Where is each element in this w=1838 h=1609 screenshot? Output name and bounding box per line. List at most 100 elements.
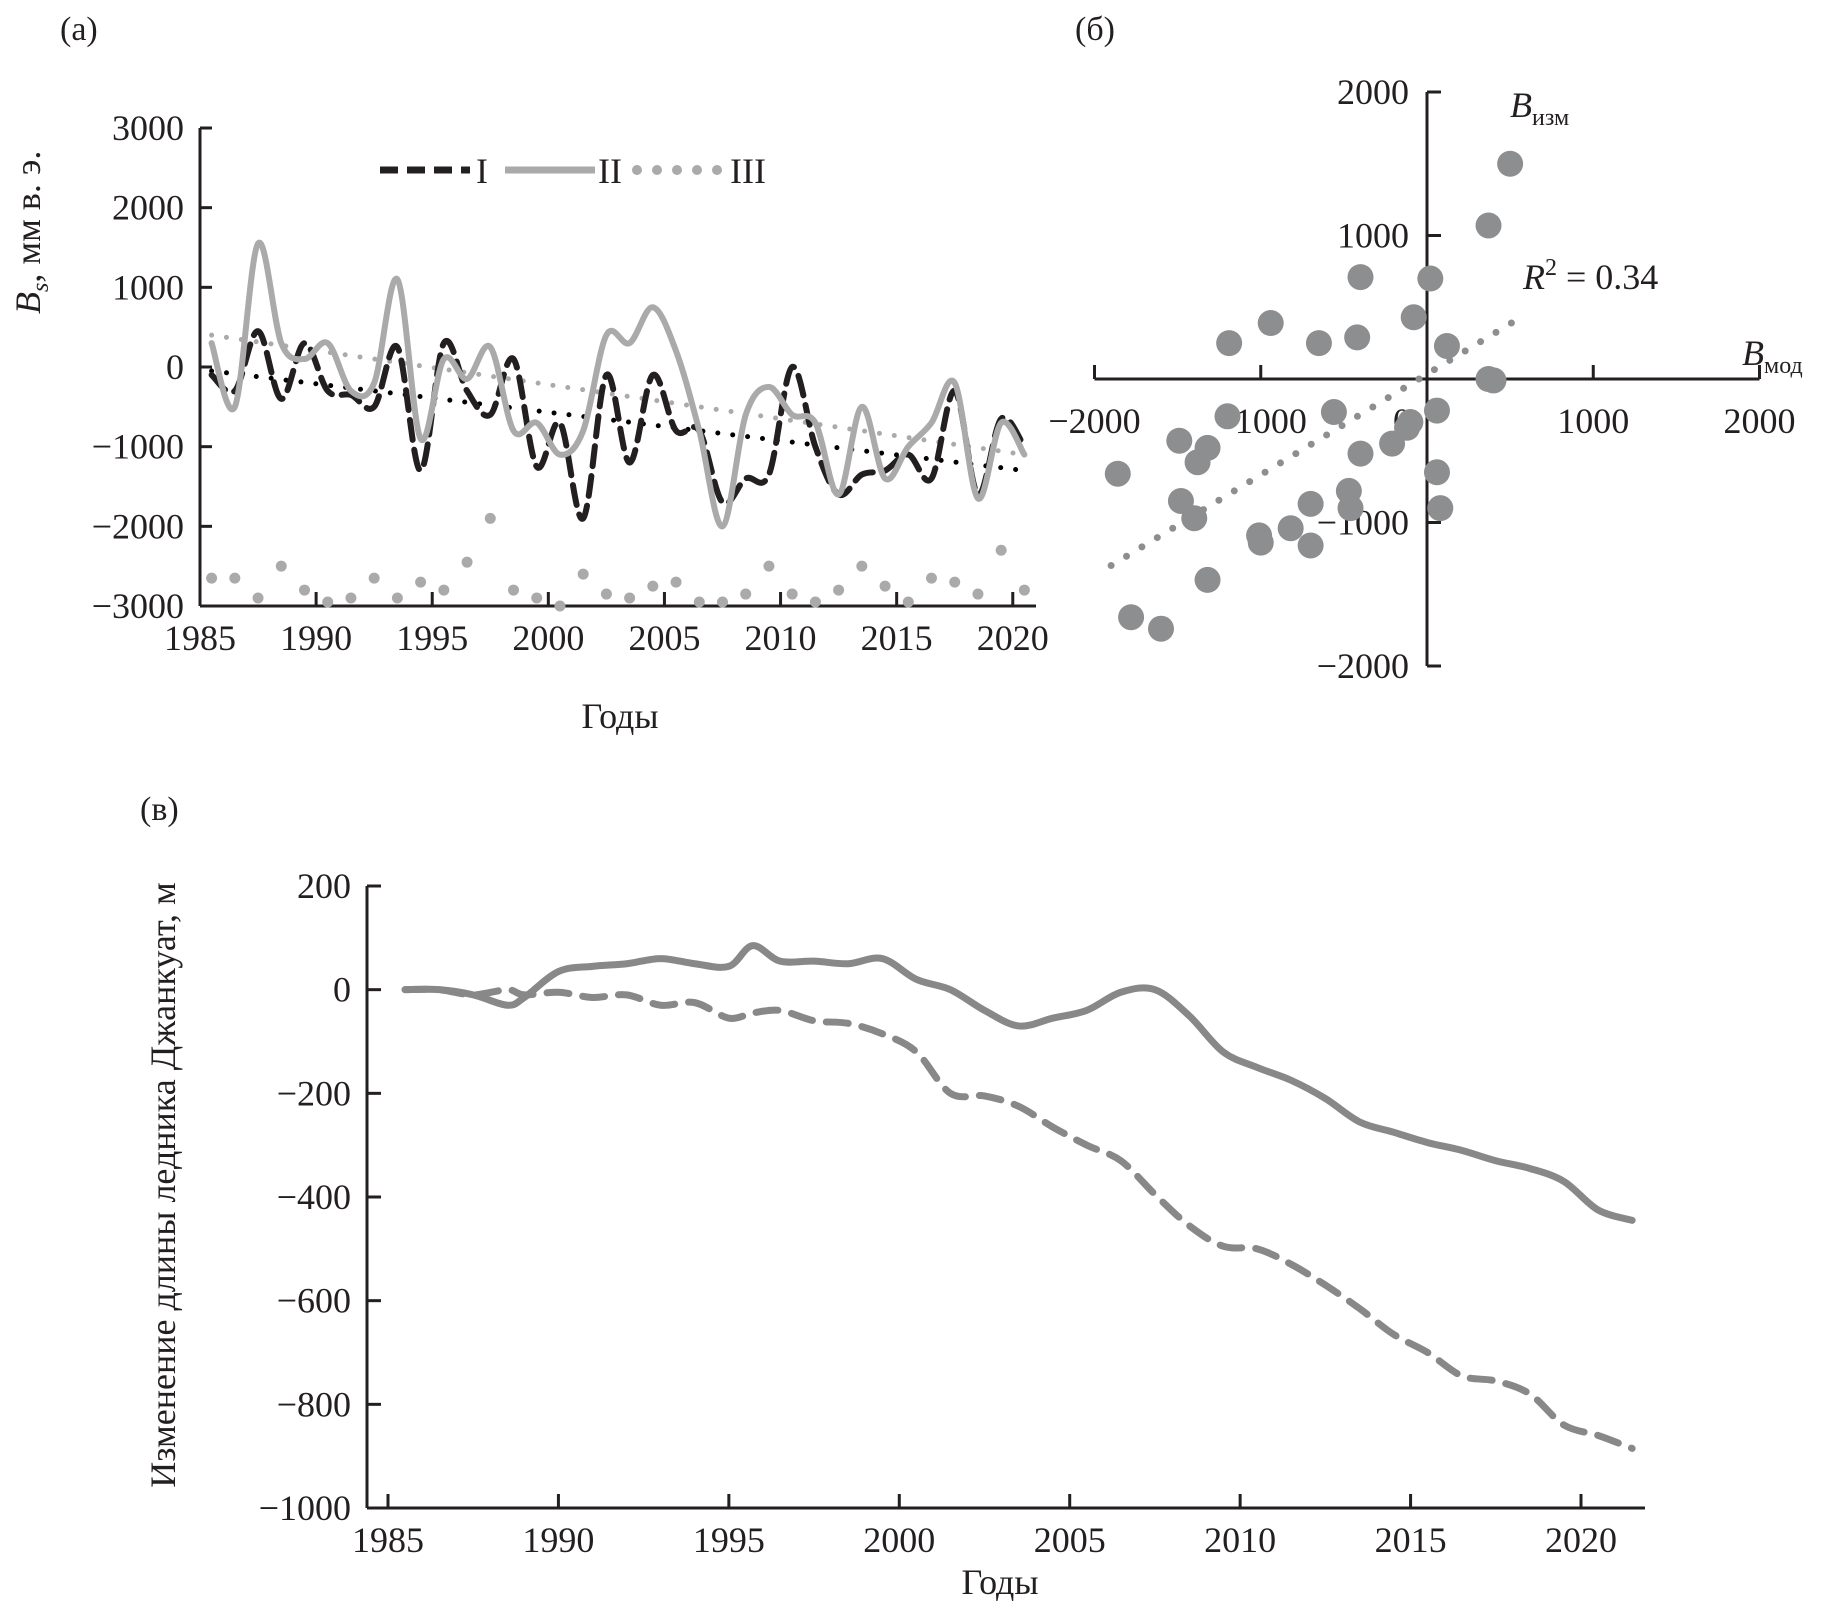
series-III-point	[740, 588, 752, 600]
series-III-point	[786, 588, 798, 600]
scatter-point	[1337, 495, 1364, 522]
y-tick-label: 1000	[112, 267, 184, 307]
x-title-main: B	[1742, 333, 1764, 373]
series-III-point	[508, 584, 519, 596]
trend-line-II	[209, 332, 1027, 458]
series-III-point	[809, 596, 821, 608]
x-tick-label: 1990	[280, 618, 352, 658]
panel-c-y-axis-title: Изменение длины ледника Джанкуат, м	[143, 882, 183, 1488]
scatter-point	[1497, 150, 1524, 177]
series-III-point	[391, 592, 403, 604]
scatter-point	[1400, 304, 1427, 331]
series-III-point	[554, 600, 566, 612]
series-III-point	[670, 576, 682, 588]
scatter-point	[1181, 505, 1208, 532]
scatter-point	[1247, 529, 1274, 556]
x-tick-label: −2000	[1048, 401, 1140, 441]
y-tick-label: 0	[166, 347, 184, 387]
panel-b-label: (б)	[1075, 11, 1115, 48]
series-III-point	[879, 580, 891, 592]
panel-b: (б) −2000−100001000200020001000−1000−200…	[1048, 11, 1802, 686]
scatter-point	[1394, 414, 1421, 441]
scatter-point	[1104, 460, 1131, 487]
series-III-point	[206, 572, 218, 584]
panel-b-tick-labels: −2000−100001000200020001000−1000−2000	[1048, 72, 1795, 686]
scatter-point	[1305, 330, 1332, 357]
panel-a-legend: I II III	[380, 151, 766, 191]
series-III-point	[368, 572, 380, 584]
y-tick-label: −2000	[1317, 646, 1409, 686]
x-tick-label: 2000	[512, 618, 584, 658]
scatter-point	[1417, 265, 1444, 292]
y-tick-label: 200	[297, 866, 351, 906]
y-title-unit: , мм в. э.	[8, 151, 48, 283]
series-III-point	[1018, 584, 1030, 596]
series-III-point	[438, 584, 450, 596]
scatter-point	[1297, 532, 1324, 559]
r-value: = 0.34	[1557, 257, 1658, 297]
y-title-main: B	[8, 292, 48, 314]
scatter-point	[1344, 324, 1371, 351]
x-title-sub: мод	[1764, 353, 1803, 379]
series-III-point	[600, 588, 612, 600]
y-title-main: B	[1510, 85, 1532, 125]
legend-label-III: III	[730, 151, 766, 191]
panel-a-label: (а)	[60, 11, 98, 48]
legend-label-II: II	[598, 151, 622, 191]
x-tick-label: 1000	[1557, 401, 1629, 441]
series-line-dashed	[401, 985, 1636, 1452]
series-III-point	[949, 576, 961, 588]
scatter-point	[1433, 332, 1460, 359]
series-line-I	[208, 328, 1028, 522]
series-III-point	[345, 592, 357, 604]
y-tick-label: −1000	[259, 1488, 351, 1528]
series-III-point	[322, 596, 334, 608]
series-III-point	[229, 572, 241, 584]
series-III-point	[717, 596, 728, 608]
series-III-point	[972, 588, 984, 600]
scatter-point	[1118, 604, 1145, 631]
series-III-point	[577, 568, 589, 580]
series-III-point	[275, 560, 287, 572]
legend-label-I: I	[476, 151, 488, 191]
svg-text:Bs, мм в. э.: Bs, мм в. э.	[8, 151, 54, 314]
r-squared-annotation: R2 = 0.34	[1522, 255, 1658, 297]
x-tick-label: 2020	[977, 618, 1049, 658]
y-tick-label: −800	[277, 1384, 351, 1424]
scatter-point	[1166, 427, 1193, 454]
y-tick-label: 2000	[112, 188, 184, 228]
scatter-point	[1297, 490, 1324, 517]
panel-b-trend-line	[1107, 315, 1522, 570]
y-tick-label: 3000	[112, 108, 184, 148]
scatter-point	[1347, 264, 1374, 291]
x-tick-label: 2010	[1204, 1520, 1276, 1560]
scatter-point	[1427, 495, 1454, 522]
panel-c: (в) Изменение длины ледника Джанкуат, м …	[140, 791, 1645, 1602]
x-tick-label: 2015	[1375, 1520, 1447, 1560]
series-III-point	[763, 560, 775, 572]
series-III-point	[624, 592, 636, 604]
y-tick-label: 1000	[1337, 216, 1409, 256]
panel-a-axes	[198, 126, 1036, 608]
series-III-point	[926, 572, 937, 584]
series-III-point	[693, 596, 705, 608]
scatter-point	[1194, 566, 1221, 593]
panel-c-label: (в)	[140, 791, 179, 828]
panel-a-x-axis-title: Годы	[581, 696, 658, 736]
scatter-point	[1423, 397, 1450, 424]
y-title-sub: изм	[1532, 105, 1569, 131]
scatter-point	[1347, 440, 1374, 467]
y-tick-label: 0	[333, 970, 351, 1010]
scatter-point	[1423, 459, 1450, 486]
panel-a-series	[206, 239, 1030, 612]
y-tick-label: −2000	[92, 506, 184, 546]
series-III-point	[902, 596, 914, 608]
y-tick-label: −200	[277, 1073, 351, 1113]
x-tick-label: 1990	[522, 1520, 594, 1560]
scatter-point	[1480, 367, 1507, 394]
scatter-point	[1148, 615, 1174, 642]
scatter-point	[1277, 515, 1304, 542]
x-tick-label: 1985	[164, 618, 236, 658]
